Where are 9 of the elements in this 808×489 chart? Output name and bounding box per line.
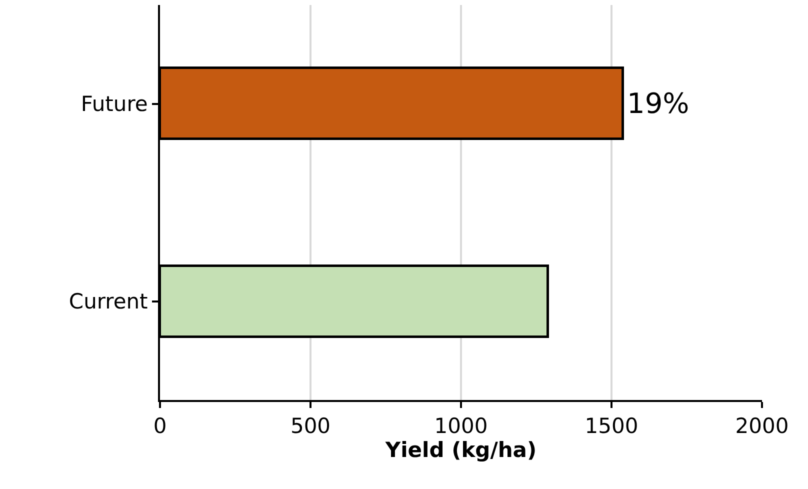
x-tick-label: 1000: [434, 414, 488, 438]
x-tick-label: 2000: [735, 414, 789, 438]
annotation: 19%: [627, 87, 690, 120]
x-tick-label: 1500: [584, 414, 638, 438]
x-axis-title: Yield (kg/ha): [384, 438, 537, 462]
y-tick-label: Current: [68, 290, 148, 314]
x-tick-label: 0: [153, 414, 167, 438]
x-tick-label: 500: [290, 414, 331, 438]
y-tick-label: Future: [80, 92, 148, 116]
